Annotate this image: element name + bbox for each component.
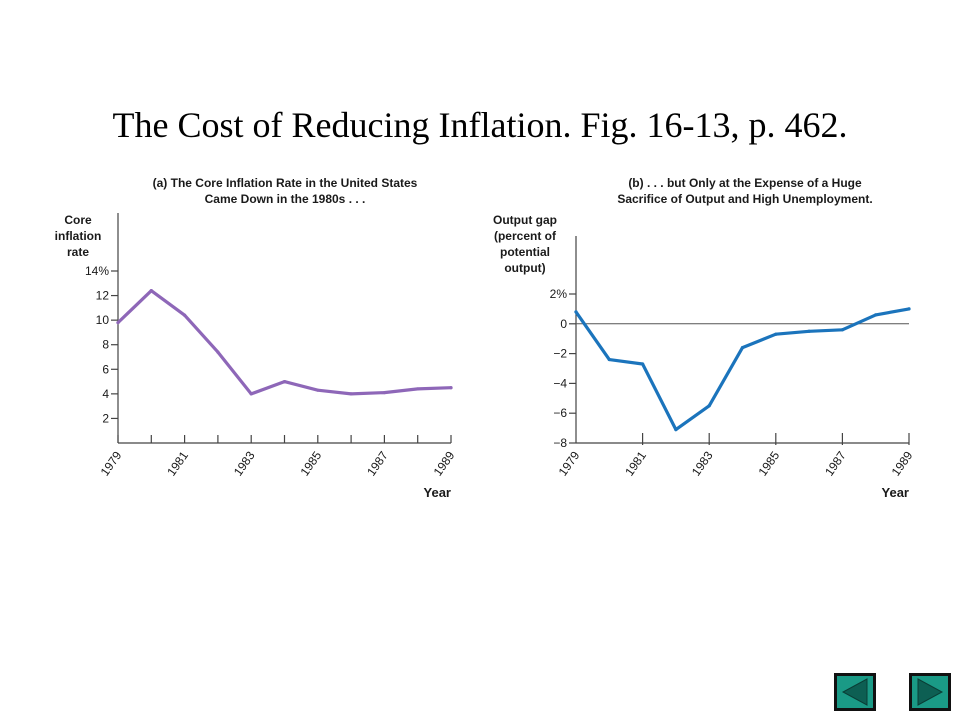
chart-b-xtick-label: 1985	[755, 448, 782, 478]
chart-a-xtick-label: 1985	[297, 448, 324, 478]
chart-a-ytick-label: 10	[96, 313, 110, 327]
chart-b-data-point	[641, 362, 645, 366]
chart-b-ylabel-line: (percent of	[494, 229, 557, 243]
next-slide-button[interactable]	[909, 673, 951, 711]
chart-b-data-point	[907, 307, 911, 311]
chart-a-ytick-label: 8	[102, 338, 109, 352]
chart-b-xtick-label: 1987	[822, 448, 849, 478]
chart-a-title-line: Came Down in the 1980s . . .	[205, 192, 366, 206]
chart-b-xtick-label: 1983	[689, 448, 716, 478]
chart-b-xtick-label: 1981	[622, 448, 649, 478]
chart-a-ytick-label: 2	[102, 411, 109, 425]
chart-b-title-line: Sacrifice of Output and High Unemploymen…	[617, 192, 872, 206]
chart-b-ytick-label: 0	[560, 317, 567, 331]
chart-a-data-point	[316, 388, 320, 392]
chart-a-xlabel: Year	[424, 485, 451, 500]
chart-a-data-point	[183, 313, 187, 317]
chart-a-ytick-label: 6	[102, 362, 109, 376]
chart-b-xtick-label: 1979	[556, 448, 583, 478]
chart-a-xtick-label: 1987	[364, 448, 391, 478]
chart-b-data-point	[607, 357, 611, 362]
triangle-left-icon	[841, 678, 868, 706]
chart-a-data-point	[349, 392, 353, 396]
chart-a-xtick-label: 1983	[231, 448, 258, 478]
chart-b-data-point	[807, 329, 811, 333]
chart-b-data-point	[774, 332, 778, 336]
chart-a-data-point	[149, 289, 153, 293]
previous-slide-button[interactable]	[834, 673, 876, 711]
chart-b-ytick-label: −2	[553, 347, 567, 361]
chart-b-ytick-label: 2%	[550, 287, 568, 301]
chart-a-ytick-label: 4	[102, 387, 109, 401]
chart-a-data-point	[116, 321, 120, 325]
chart-a-ytick-label: 12	[96, 289, 110, 303]
triangle-right-icon	[917, 678, 944, 706]
chart-a-data-point	[382, 391, 386, 395]
chart-b-ytick-label: −6	[553, 406, 567, 420]
chart-b-xlabel: Year	[882, 485, 909, 500]
chart-b-ylabel-line: Output gap	[493, 213, 557, 227]
chart-a-xtick-label: 1981	[164, 448, 191, 478]
chart-a-data-point	[249, 392, 253, 396]
slide-title: The Cost of Reducing Inflation. Fig. 16-…	[112, 105, 848, 145]
chart-a-title-line: (a) The Core Inflation Rate in the Unite…	[153, 176, 418, 190]
chart-b-ytick-label: −8	[553, 436, 567, 450]
chart-b-data-point	[840, 328, 845, 332]
chart-a-ylabel-line: rate	[67, 245, 89, 259]
chart-a-data-point	[449, 386, 453, 390]
chart-b-ylabel-line: potential	[500, 245, 550, 259]
chart-b-ylabel-line: output)	[504, 261, 545, 275]
chart-a-xtick-label: 1979	[98, 448, 125, 478]
chart-b-ytick-label: −4	[553, 376, 567, 390]
chart-b-data-point	[874, 313, 878, 317]
chart-b-data-point	[674, 427, 678, 432]
chart-a-data-point	[416, 387, 420, 391]
chart-a-series-line	[116, 289, 453, 396]
chart-a-ylabel-line: inflation	[55, 229, 102, 243]
chart-a-ylabel-line: Core	[64, 213, 92, 227]
chart-b-series-line	[574, 307, 911, 432]
chart-b-title-line: (b) . . . but Only at the Expense of a H…	[628, 176, 862, 190]
chart-b-data-point	[740, 346, 745, 350]
chart-b-data-point	[707, 404, 711, 408]
chart-a-xtick-label: 1989	[431, 448, 458, 478]
chart-b-xtick-label: 1989	[889, 448, 916, 478]
chart-a-data-point	[282, 379, 287, 384]
chart-a-ytick-label: 14%	[85, 264, 109, 278]
chart-b-data-point	[574, 310, 578, 314]
chart-a-data-point	[216, 350, 220, 354]
